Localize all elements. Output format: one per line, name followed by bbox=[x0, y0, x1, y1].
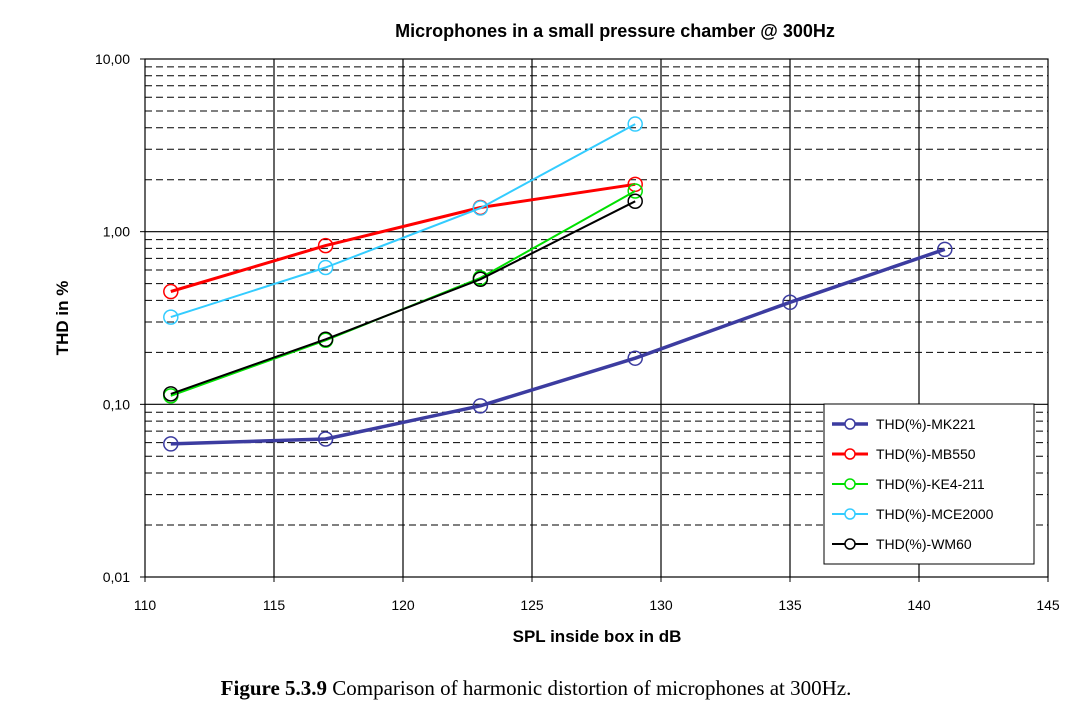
y-tick-label: 0,01 bbox=[103, 569, 130, 585]
data-point-thd-mk221 bbox=[782, 294, 798, 311]
data-point-thd-mce2000 bbox=[317, 259, 334, 276]
data-point-thd-wm60 bbox=[472, 271, 489, 288]
legend-swatch-marker bbox=[844, 448, 856, 460]
legend-entry-label: THD(%)-MB550 bbox=[876, 446, 976, 462]
data-point-thd-wm60 bbox=[317, 331, 334, 348]
x-tick-label: 110 bbox=[134, 597, 157, 613]
series-line-thd-wm60 bbox=[170, 200, 636, 395]
data-point-thd-mb550 bbox=[317, 237, 334, 254]
data-point-thd-mk221 bbox=[937, 241, 953, 258]
series-line-thd-mce2000 bbox=[170, 123, 636, 319]
chart: Microphones in a small pressure chamber … bbox=[53, 21, 1060, 646]
legend-swatch-marker bbox=[844, 478, 856, 490]
y-axis-label: THD in % bbox=[53, 281, 72, 356]
x-tick-label: 120 bbox=[391, 597, 415, 613]
data-point-thd-wm60 bbox=[163, 386, 179, 402]
figure-caption: Figure 5.3.9 Comparison of harmonic dist… bbox=[0, 676, 1072, 701]
y-tick-label: 0,10 bbox=[103, 396, 130, 412]
x-tick-label: 125 bbox=[520, 597, 544, 613]
x-tick-label: 140 bbox=[907, 597, 931, 613]
y-tick-label: 10,00 bbox=[95, 51, 130, 67]
legend-swatch-marker bbox=[844, 418, 856, 430]
y-tick-label: 1,00 bbox=[103, 224, 130, 240]
legend-swatch-marker bbox=[844, 508, 856, 520]
legend-entry-label: THD(%)-KE4-211 bbox=[876, 476, 985, 492]
data-point-thd-mk221 bbox=[163, 436, 179, 452]
ticks: 110 115 120 125 130 135 140 145 0,01 0,10 1,00 10,0… bbox=[95, 51, 1060, 613]
data-point-thd-mb550 bbox=[163, 283, 179, 300]
data-point-thd-mk221 bbox=[472, 398, 489, 414]
data-point-thd-mce2000 bbox=[627, 116, 643, 132]
series-line-thd-mb550 bbox=[170, 182, 636, 293]
data-point-thd-wm60 bbox=[627, 193, 643, 210]
legend-swatch-marker bbox=[844, 538, 856, 550]
data-point-thd-mce2000 bbox=[472, 200, 489, 216]
legend: THD(%)-MK221 THD(%)-MB550 THD(%)-KE4-211 TH… bbox=[823, 403, 1035, 565]
x-axis-label: SPL inside box in dB bbox=[513, 627, 682, 646]
x-tick-label: 135 bbox=[778, 597, 802, 613]
x-tick-label: 115 bbox=[263, 597, 286, 613]
legend-entry-label: THD(%)-MK221 bbox=[876, 416, 976, 432]
chart-title: Microphones in a small pressure chamber … bbox=[395, 21, 835, 41]
legend-entry-label: THD(%)-WM60 bbox=[876, 536, 972, 552]
x-tick-label: 130 bbox=[649, 597, 673, 613]
data-point-thd-mk221 bbox=[627, 350, 643, 366]
legend-entry-label: THD(%)-MCE2000 bbox=[876, 506, 994, 522]
figure-label: Figure 5.3.9 bbox=[220, 676, 328, 700]
x-tick-label: 145 bbox=[1036, 597, 1060, 613]
series-layer bbox=[163, 116, 953, 452]
data-point-thd-mk221 bbox=[317, 431, 334, 447]
data-point-thd-ke4-211 bbox=[627, 183, 643, 199]
figure-caption-text: Comparison of harmonic distortion of mic… bbox=[327, 676, 852, 700]
data-point-thd-mce2000 bbox=[163, 309, 179, 325]
series-line-thd-mk221 bbox=[170, 247, 946, 446]
